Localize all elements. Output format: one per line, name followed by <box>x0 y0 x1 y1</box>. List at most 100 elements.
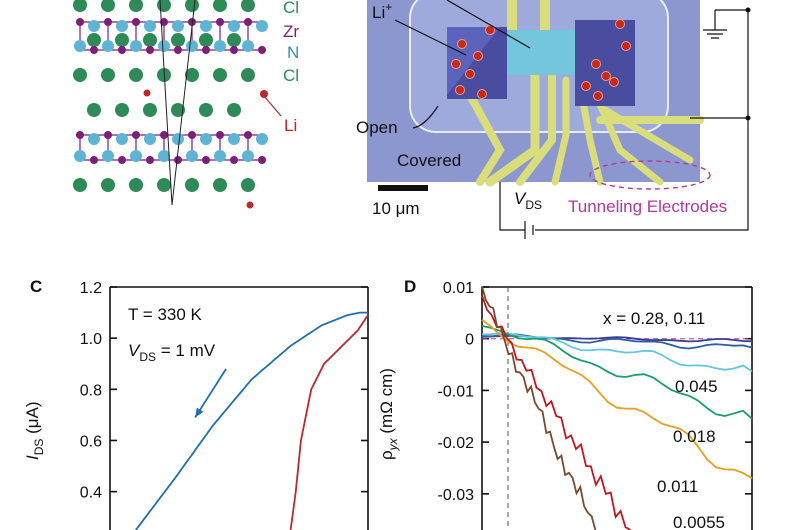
open-pointer <box>412 105 439 129</box>
zr-atom <box>76 18 84 26</box>
cl-atom <box>199 103 213 117</box>
li-ion-dot <box>581 81 591 91</box>
n-atom <box>144 133 156 145</box>
n-atom <box>130 40 142 52</box>
panel-d-curve-label-00055: 0.0055 <box>673 513 725 530</box>
series-line-0045 <box>481 332 753 373</box>
cl-atom <box>73 68 87 82</box>
zr-atom <box>244 131 252 139</box>
cl-atom <box>185 178 199 192</box>
n-atom <box>256 20 268 32</box>
cl-atom <box>241 0 255 12</box>
panel-a-li-legend-atom <box>260 90 268 98</box>
panel-c-letter: C <box>30 277 42 296</box>
n-atom <box>102 40 114 52</box>
n-atom <box>144 20 156 32</box>
arrow-head <box>195 407 204 418</box>
li-atom <box>246 201 254 209</box>
zr-atom <box>132 131 140 139</box>
zr-atom <box>174 46 182 54</box>
scale-bar <box>378 185 428 191</box>
li-ion-dot <box>601 71 611 81</box>
panel-b-device-image: Li+ Open Covered <box>356 0 711 190</box>
panel-a-li-pointer <box>263 95 282 117</box>
zr-atom <box>188 18 196 26</box>
covered-label: Covered <box>397 151 461 170</box>
n-atom <box>186 150 198 162</box>
zr-atom <box>160 18 168 26</box>
n-atom <box>116 133 128 145</box>
n-atom <box>200 133 212 145</box>
cl-atom <box>185 0 199 12</box>
y-tick-label: 0.4 <box>80 485 102 502</box>
zr-atom <box>188 131 196 139</box>
n-atom <box>214 150 226 162</box>
n-atom <box>256 133 268 145</box>
li-ion-markers <box>451 19 631 101</box>
cl-atom <box>213 178 227 192</box>
zr-atom <box>216 18 224 26</box>
zr-atom <box>146 156 154 164</box>
n-atom <box>74 40 86 52</box>
cl-atom <box>157 178 171 192</box>
cl-atom <box>171 103 185 117</box>
li-ion-dot <box>477 89 487 99</box>
cl-atom <box>171 33 185 47</box>
zr-atom <box>244 18 252 26</box>
n-atom <box>172 20 184 32</box>
li-ion-dot <box>473 51 483 61</box>
n-atom <box>214 40 226 52</box>
zr-atom <box>132 18 140 26</box>
n-atom <box>242 40 254 52</box>
unit-cell-outline <box>159 0 196 206</box>
panel-c-plot: 0.4 0.6 0.8 1.0 1.2 <box>80 280 369 530</box>
n-atom <box>172 133 184 145</box>
panel-c-vds: VDS = 1 mV <box>128 341 216 364</box>
top-pointer-line <box>446 0 531 49</box>
cl-atom <box>241 68 255 82</box>
zr-atom <box>174 156 182 164</box>
n-atom <box>158 150 170 162</box>
circuit-node-mid <box>745 115 751 121</box>
cl-atom <box>129 68 143 82</box>
cl-atom <box>185 68 199 82</box>
series-line-00055 <box>481 295 631 530</box>
n-atom <box>186 40 198 52</box>
y-tick-label: 0.8 <box>80 382 102 399</box>
tunneling-electrodes-highlight <box>589 160 711 190</box>
li-ion-dot <box>593 91 603 101</box>
panel-b-li-label: Li+ <box>372 0 392 22</box>
li-pointer-line <box>394 19 467 56</box>
panel-a-legend-cl: Cl <box>283 66 299 85</box>
zr-atom <box>118 46 126 54</box>
li-ion-dot <box>451 59 461 69</box>
zr-atom <box>202 46 210 54</box>
cl-atom <box>143 33 157 47</box>
n-atom <box>102 150 114 162</box>
zr-atom <box>258 156 266 164</box>
cl-atom <box>213 0 227 12</box>
li-ion-dot <box>465 69 475 79</box>
cl-atom <box>101 0 115 12</box>
zr-atom <box>230 156 238 164</box>
n-atom <box>88 133 100 145</box>
y-tick-label: 1.0 <box>80 331 102 348</box>
panel-d-curve-label-0045: 0.045 <box>675 377 718 396</box>
y-tick-label: 1.2 <box>80 280 102 297</box>
li-ion-dot <box>609 77 619 87</box>
cl-atom <box>227 33 241 47</box>
n-atom <box>74 150 86 162</box>
panel-d-y-axis-label: ρyx (mΩ cm) <box>377 368 400 460</box>
cl-atom <box>157 0 171 12</box>
y-tick-label: -0.01 <box>438 383 475 400</box>
y-tick-label: -0.03 <box>438 487 475 504</box>
series-line <box>135 311 368 530</box>
cl-atom <box>115 103 129 117</box>
zr-atom <box>202 156 210 164</box>
tunneling-electrodes-label: Tunneling Electrodes <box>568 197 727 216</box>
series-line <box>481 286 597 530</box>
panel-a-legend-li: Li <box>284 116 297 135</box>
panel-a-crystal-structure <box>73 0 268 209</box>
y-tick-label: 0.01 <box>443 280 474 297</box>
